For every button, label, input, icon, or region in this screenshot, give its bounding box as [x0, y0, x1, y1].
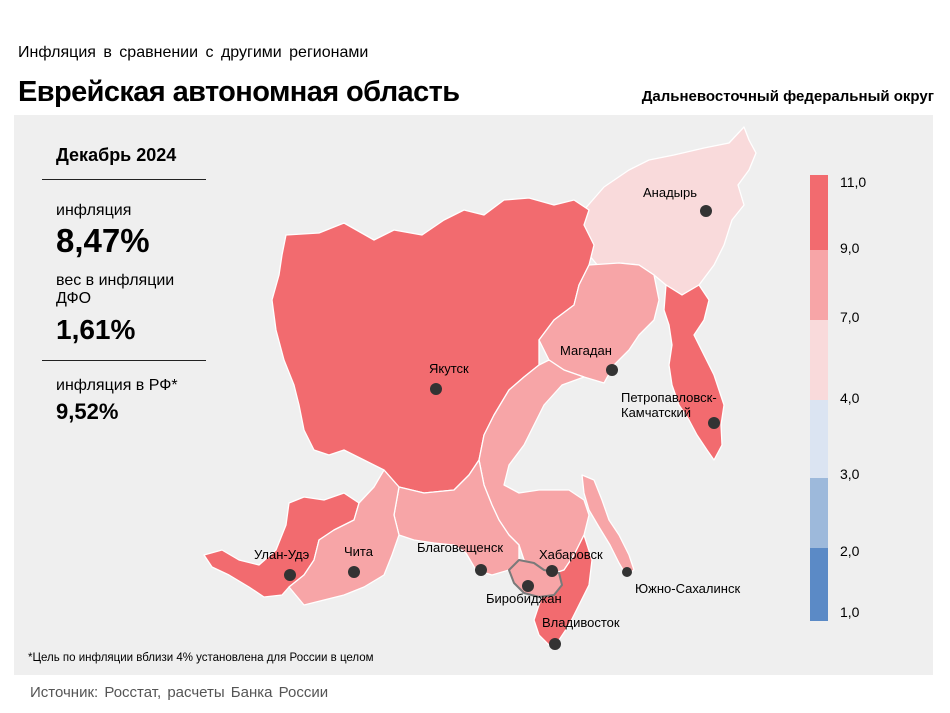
svg-text:Хабаровск: Хабаровск	[539, 547, 603, 562]
region-jewish-ao[interactable]	[508, 559, 563, 598]
legend-tick-label: 1,0	[840, 604, 860, 620]
map-panel: 11,0 9,0 7,0 4,0 3,0 2,0 1,0 Анадырь Якутск Ма…	[14, 115, 933, 675]
divider	[42, 179, 206, 180]
svg-text:Чита: Чита	[344, 544, 374, 559]
source-note: Источник: Росстат, расчеты Банка России	[30, 684, 329, 701]
region-kamchatka[interactable]	[663, 284, 725, 461]
period-label: Декабрь 2024	[56, 145, 177, 165]
legend-swatch	[810, 250, 828, 320]
city-ulan-ude[interactable]: Улан-Удэ	[254, 547, 310, 581]
city-vladivostok[interactable]: Владивосток	[542, 615, 620, 650]
weight-value: 1,61%	[56, 314, 136, 345]
page-title: Еврейская автономная область	[18, 76, 460, 108]
svg-text:Владивосток: Владивосток	[542, 615, 620, 630]
supertitle: Инфляция в сравнении с другими регионами	[18, 44, 369, 61]
divider	[42, 360, 206, 361]
rf-inflation-label: инфляция в РФ*	[56, 377, 178, 394]
city-birobidzhan[interactable]: Биробиджан	[486, 580, 562, 606]
district-label: Дальневосточный федеральный округ	[641, 88, 934, 105]
svg-text:Магадан: Магадан	[560, 343, 612, 358]
stats-block: Декабрь 2024 инфляция 8,47% вес в инфляц…	[42, 145, 210, 425]
weight-label: вес в инфляции ДФО	[56, 272, 175, 307]
svg-text:Анадырь: Анадырь	[643, 185, 697, 200]
svg-text:Улан-Удэ: Улан-Удэ	[254, 547, 310, 562]
svg-text:Биробиджан: Биробиджан	[486, 591, 562, 606]
city-khabarovsk[interactable]: Хабаровск	[539, 547, 603, 577]
svg-text:Южно-Сахалинск: Южно-Сахалинск	[635, 581, 740, 596]
svg-text:Благовещенск: Благовещенск	[417, 540, 503, 555]
city-chita[interactable]: Чита	[344, 544, 374, 578]
city-anadyr[interactable]: Анадырь	[643, 185, 712, 217]
inflation-label: инфляция	[56, 202, 132, 219]
city-yuzhno-sakhalinsk[interactable]: Южно-Сахалинск	[622, 567, 740, 596]
legend-swatch	[810, 400, 828, 478]
svg-text:Петропавловск-: Петропавловск-	[621, 390, 717, 405]
legend-swatch	[810, 548, 828, 621]
city-petropavlovsk[interactable]: Петропавловск- Камчатский	[621, 390, 720, 429]
rf-inflation-value: 9,52%	[56, 399, 119, 424]
city-magadan[interactable]: Магадан	[560, 343, 618, 376]
legend-tick-label: 3,0	[840, 466, 860, 482]
city-yakutsk[interactable]: Якутск	[429, 361, 469, 395]
legend-swatch	[810, 175, 828, 250]
region-zabaykalsky[interactable]	[288, 469, 400, 606]
footnote: *Цель по инфляции вблизи 4% установлена …	[28, 652, 374, 664]
svg-text:Камчатский: Камчатский	[621, 405, 691, 420]
legend-tick-label: 7,0	[840, 309, 860, 325]
legend-swatch	[810, 320, 828, 400]
legend-tick-label: 9,0	[840, 240, 860, 256]
svg-text:Якутск: Якутск	[429, 361, 469, 376]
legend-tick-label: 11,0	[840, 174, 866, 190]
map-svg: 11,0 9,0 7,0 4,0 3,0 2,0 1,0 Анадырь Якутск Ма…	[203, 126, 866, 650]
legend-tick-label: 2,0	[840, 543, 860, 559]
city-markers: Анадырь Якутск Магадан Петропавловск- Ка…	[254, 185, 740, 650]
city-blagoveshchensk[interactable]: Благовещенск	[417, 540, 503, 576]
legend: 11,0 9,0 7,0 4,0 3,0 2,0 1,0	[810, 174, 866, 621]
legend-swatch	[810, 478, 828, 548]
inflation-value: 8,47%	[56, 222, 150, 259]
legend-tick-label: 4,0	[840, 390, 860, 406]
